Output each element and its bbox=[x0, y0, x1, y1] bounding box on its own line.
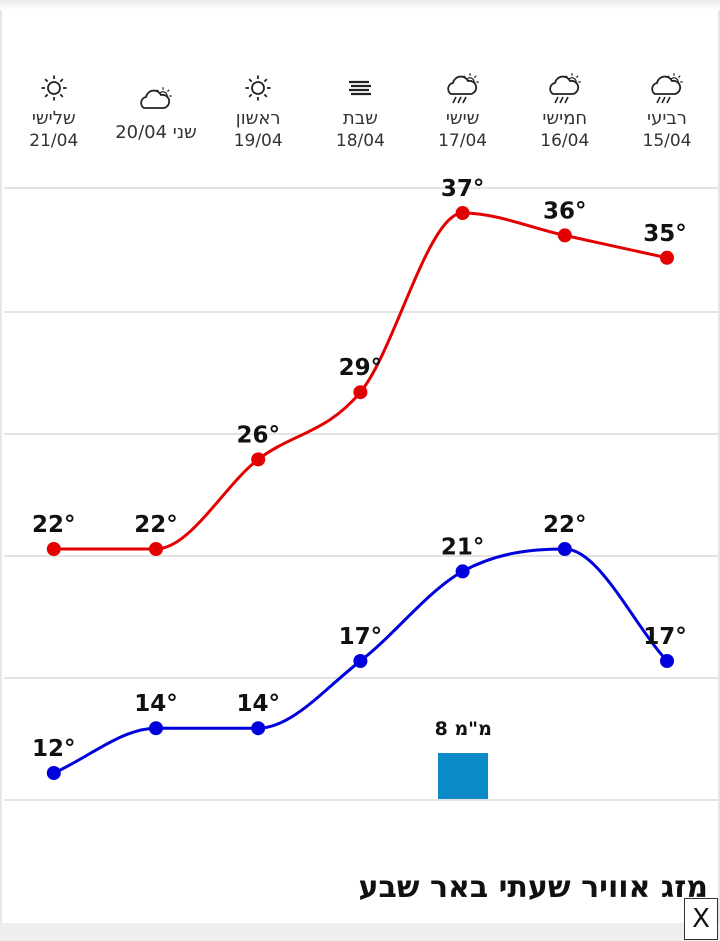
low-temp-label: 17° bbox=[339, 624, 383, 650]
day-name: ראשון bbox=[235, 108, 281, 129]
low-temp-label: 17° bbox=[643, 624, 687, 650]
high-temp-label: 36° bbox=[543, 198, 587, 224]
grid-line bbox=[4, 187, 718, 189]
grid-line bbox=[4, 555, 718, 557]
high-temp-point[interactable] bbox=[660, 250, 674, 265]
high-temp-label: 35° bbox=[643, 221, 687, 247]
day-column: רביעי 15/04 bbox=[617, 72, 717, 152]
day-date: 17/04 bbox=[438, 131, 488, 151]
low-temp-point[interactable] bbox=[353, 654, 368, 668]
high-temp-point[interactable] bbox=[353, 385, 368, 400]
grid-line bbox=[4, 311, 718, 313]
low-temp-point[interactable] bbox=[46, 766, 61, 780]
high-temp-label: 29° bbox=[339, 355, 383, 381]
rain-sun-icon bbox=[413, 72, 513, 108]
day-date: 19/04 bbox=[233, 131, 283, 151]
day-name: שלישי bbox=[31, 108, 76, 129]
high-temp-point[interactable] bbox=[149, 542, 163, 556]
low-temp-point[interactable] bbox=[149, 721, 163, 736]
day-name: שישי bbox=[445, 108, 480, 129]
bottom-strip bbox=[0, 923, 720, 941]
low-temp-label: 22° bbox=[543, 512, 587, 538]
high-temp-label: 22° bbox=[134, 512, 178, 538]
day-date: 21/04 bbox=[29, 131, 79, 151]
day-column: שני 20/04 bbox=[106, 72, 206, 144]
high-temp-label: 26° bbox=[236, 422, 280, 448]
low-temp-point[interactable] bbox=[251, 721, 266, 736]
top-shadow bbox=[0, 0, 720, 10]
sun-icon bbox=[208, 72, 308, 108]
partly-cloudy-icon bbox=[106, 86, 206, 122]
hourly-forecast-title[interactable]: מזג אוויר שעתי באר שבע bbox=[358, 870, 708, 905]
high-temp-point[interactable] bbox=[46, 542, 61, 556]
rain-sun-icon bbox=[617, 72, 717, 108]
day-column: חמישי 16/04 bbox=[515, 72, 615, 152]
day-column: שלישי 21/04 bbox=[4, 72, 104, 152]
low-temp-point[interactable] bbox=[455, 564, 470, 579]
grid-line bbox=[4, 433, 718, 435]
low-temp-point[interactable] bbox=[660, 654, 674, 668]
day-column: ראשון 19/04 bbox=[208, 72, 308, 152]
low-temp-label: 14° bbox=[134, 691, 178, 717]
day-name: שני 20/04 bbox=[115, 122, 197, 143]
high-temp-point[interactable] bbox=[455, 206, 470, 220]
day-name: חמישי bbox=[542, 108, 588, 129]
rain-sun-icon bbox=[515, 72, 615, 108]
day-date: 15/04 bbox=[642, 131, 692, 151]
day-column: שישי 17/04 bbox=[413, 72, 513, 152]
grid-line bbox=[4, 677, 718, 679]
high-temp-point[interactable] bbox=[251, 452, 266, 467]
low-temp-label: 21° bbox=[441, 534, 485, 560]
day-name: שבת bbox=[342, 108, 378, 129]
low-temp-label: 12° bbox=[32, 736, 76, 762]
precipitation-bar bbox=[437, 753, 488, 799]
close-button[interactable]: X bbox=[684, 898, 718, 940]
haze-icon bbox=[310, 72, 410, 108]
high-temp-label: 22° bbox=[32, 512, 76, 538]
day-date: 18/04 bbox=[335, 131, 385, 151]
high-temp-label: 37° bbox=[441, 176, 485, 202]
grid-line bbox=[4, 799, 718, 801]
day-column: שבת 18/04 bbox=[310, 72, 410, 152]
low-temp-label: 14° bbox=[236, 691, 280, 717]
day-header-row: רביעי 15/04 חמישי 16/04 שישי 17/04 שבת 18/04 ראש… bbox=[0, 72, 720, 182]
precipitation-label: 8 מ"מ bbox=[434, 718, 492, 740]
day-date: 16/04 bbox=[540, 131, 590, 151]
high-temp-point[interactable] bbox=[557, 228, 572, 243]
day-name: רביעי bbox=[647, 108, 687, 129]
sun-icon bbox=[4, 72, 104, 108]
low-temp-point[interactable] bbox=[557, 542, 572, 556]
